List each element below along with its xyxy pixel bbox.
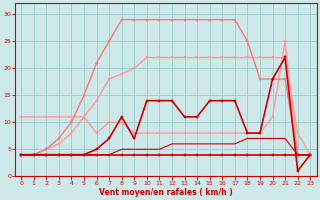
X-axis label: Vent moyen/en rafales ( km/h ): Vent moyen/en rafales ( km/h )	[99, 188, 233, 197]
